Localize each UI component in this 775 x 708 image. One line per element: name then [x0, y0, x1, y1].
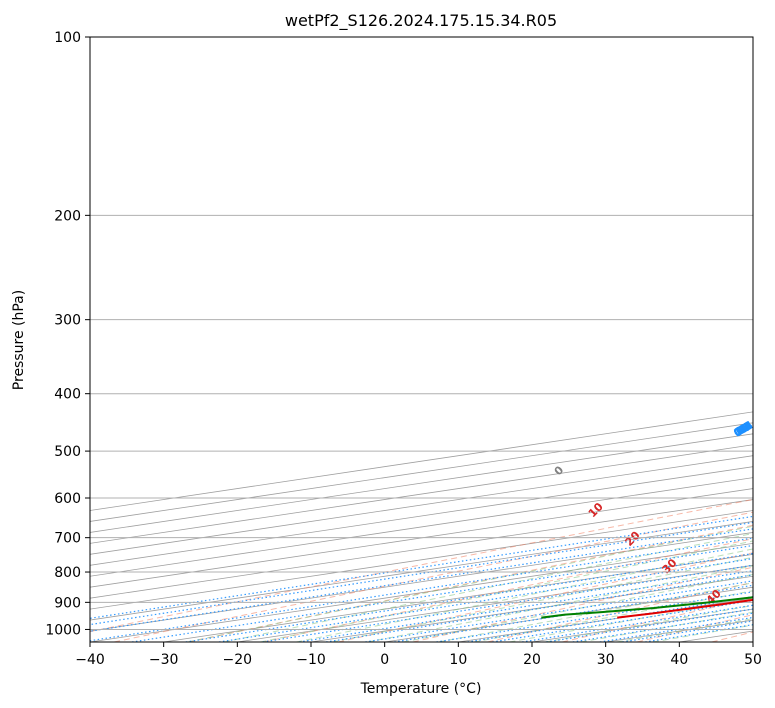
y-tick-label: 800 — [54, 565, 81, 581]
y-axis-label: Pressure (hPa) — [11, 290, 27, 390]
moist-adiabat-line — [616, 618, 753, 642]
background-lines — [90, 411, 753, 642]
moist-adiabat-line — [332, 556, 753, 642]
isotherm-line — [90, 455, 753, 555]
isotherm-line — [90, 488, 753, 588]
moist-adiabat-line — [509, 597, 753, 642]
y-tick-label: 500 — [54, 444, 81, 460]
isotherm-line — [90, 542, 753, 642]
mixing-ratio-line — [599, 616, 753, 642]
y-axis: 100 200 300 400 500 600 700 800 900 1000 — [45, 30, 90, 638]
isotherm-line — [90, 477, 753, 577]
x-tick-label: 10 — [449, 652, 467, 668]
isotherm-line — [90, 510, 753, 610]
isotherm-line — [90, 433, 753, 533]
mixing-ratio-line — [394, 584, 753, 642]
y-tick-label: 1000 — [45, 622, 81, 638]
isotherm-line — [458, 597, 753, 642]
isotherm-line — [90, 422, 753, 522]
dry-adiabat-label: 0 — [552, 463, 567, 478]
plot-frame — [89, 36, 754, 643]
moist-adiabat-line — [473, 590, 753, 642]
isotherm-line — [384, 586, 753, 642]
mixing-ratio-line — [90, 521, 753, 626]
x-tick-label: −30 — [149, 652, 179, 668]
isotherm-line — [752, 641, 753, 642]
pressure-gridlines — [90, 37, 753, 630]
temperature-profile — [617, 598, 753, 619]
background-line-labels: 0.10.20.40.611.52346810131620253036-100-… — [552, 418, 756, 607]
moist-adiabat-line — [403, 573, 753, 642]
y-tick-label: 600 — [54, 491, 81, 507]
mixing-ratio-line — [90, 515, 753, 619]
y-tick-label: 700 — [54, 531, 81, 547]
moist-adiabat-line — [438, 582, 753, 642]
dry-adiabat-line — [711, 631, 753, 642]
chart-title: wetPf2_S126.2024.175.15.34.R05 — [285, 11, 557, 31]
dry-adiabat-line — [90, 499, 753, 633]
x-tick-label: 0 — [380, 652, 389, 668]
x-tick-label: 50 — [744, 652, 762, 668]
moist-adiabat-line — [223, 532, 753, 642]
dry-adiabat-label: 20 — [623, 529, 643, 549]
dry-adiabat-line — [636, 614, 753, 642]
moist-adiabat-line — [296, 548, 753, 642]
dry-adiabat-line — [188, 524, 753, 642]
mixing-ratio-line — [90, 528, 753, 632]
isotherm-line — [90, 444, 753, 544]
mixing-ratio-line — [365, 580, 753, 642]
y-tick-label: 400 — [54, 387, 81, 403]
dry-adiabat-line — [412, 566, 753, 642]
isotherm-line — [531, 608, 753, 642]
y-tick-label: 300 — [54, 313, 81, 329]
dry-adiabat-label: 10 — [586, 500, 606, 520]
x-tick-label: 30 — [597, 652, 615, 668]
isotherm-line — [90, 411, 753, 511]
mixing-ratio-line — [90, 537, 753, 642]
isotherm-line — [90, 521, 753, 621]
isotherm-line — [90, 499, 753, 599]
isotherm-line — [679, 630, 753, 642]
isotherm-line — [90, 466, 753, 566]
x-tick-label: 20 — [523, 652, 541, 668]
x-axis-label: Temperature (°C) — [360, 681, 482, 697]
x-tick-label: −10 — [296, 652, 326, 668]
mixing-ratio-line — [185, 552, 753, 642]
x-axis: −40 −30 −20 −10 0 10 20 30 40 50 — [75, 642, 762, 668]
mixing-ratio-line — [131, 544, 753, 642]
x-tick-label: −20 — [223, 652, 253, 668]
y-tick-label: 900 — [54, 595, 81, 611]
y-tick-label: 200 — [54, 208, 81, 224]
y-tick-label: 100 — [54, 30, 81, 46]
isotherm-line — [90, 532, 753, 632]
x-tick-label: −40 — [75, 652, 105, 668]
dry-adiabat-line — [113, 511, 753, 642]
x-tick-label: 40 — [670, 652, 688, 668]
